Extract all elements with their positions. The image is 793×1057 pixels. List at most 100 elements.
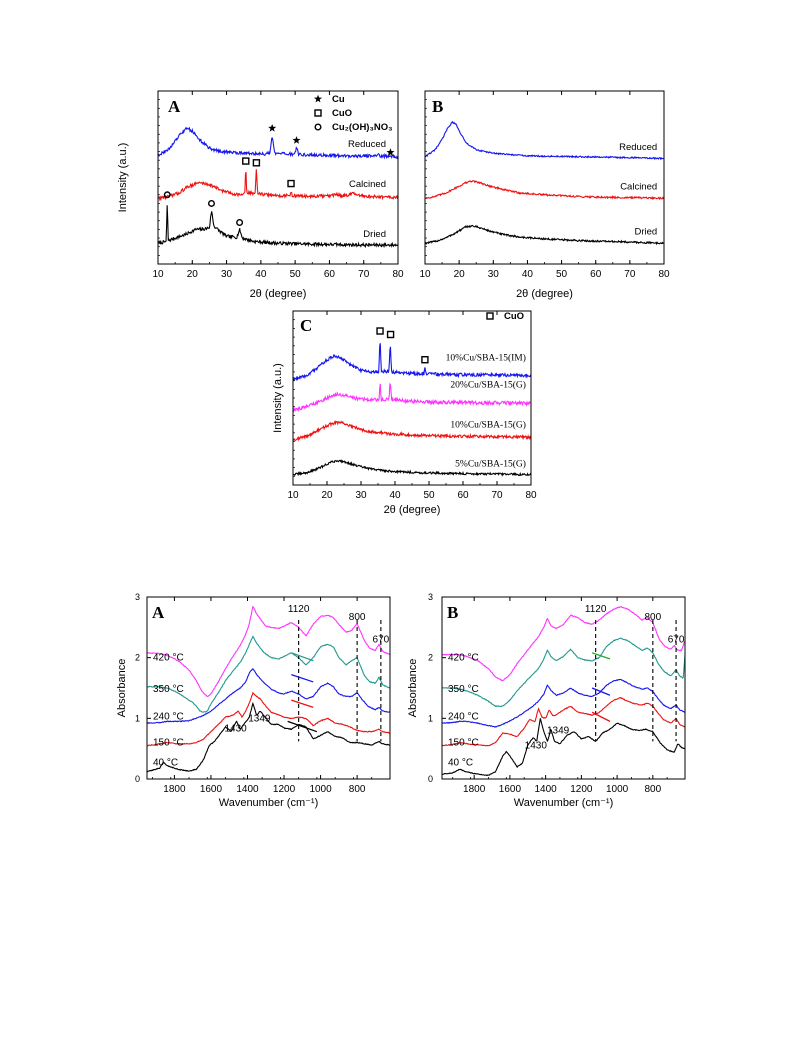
peak-marker-square xyxy=(421,356,429,364)
series-line-350-c xyxy=(442,637,685,708)
annotation-800: 800 xyxy=(644,612,661,623)
panel-label-c: C xyxy=(300,316,312,335)
series-label-420-c: 420 °C xyxy=(153,653,184,664)
series-line-calcined xyxy=(425,179,664,201)
y-tick-label: 1 xyxy=(428,713,433,723)
series-label-20-cu-sba-15-g: 20%Cu/SBA-15(G) xyxy=(450,380,525,391)
series-label-350-c: 350 °C xyxy=(448,684,479,695)
x-tick-label: 10 xyxy=(152,269,164,280)
x-tick-label: 70 xyxy=(491,490,503,501)
series-label-150-c: 150 °C xyxy=(153,738,184,749)
slope-mark xyxy=(591,687,611,696)
series-line-reduced xyxy=(425,120,664,161)
y-axis-title: Intensity (a.u.) xyxy=(117,143,129,213)
x-tick-label: 1400 xyxy=(236,784,259,795)
series-line-10-cu-sba-15-im xyxy=(293,343,531,382)
series-line-5-cu-sba-15-g xyxy=(293,459,531,477)
series-label-reduced: Reduced xyxy=(348,139,386,150)
y-axis-title: Absorbance xyxy=(116,659,128,718)
series-lines xyxy=(147,605,390,773)
series-lines xyxy=(293,343,531,477)
series-label-calcined: Calcined xyxy=(349,179,386,190)
series-lines xyxy=(425,120,664,246)
series-line-reduced xyxy=(158,126,398,160)
series-label-reduced: Reduced xyxy=(619,142,657,153)
y-tick-label: 1 xyxy=(135,713,140,723)
x-tick-label: 70 xyxy=(624,269,636,280)
y-tick-label: 0 xyxy=(135,774,140,784)
panel-label-a: A xyxy=(168,97,181,116)
slope-mark xyxy=(287,720,318,733)
peak-marker-circle xyxy=(236,218,244,226)
x-tick-label: 1600 xyxy=(499,784,522,795)
peak-marker-circle xyxy=(163,191,171,199)
series-label-350-c: 350 °C xyxy=(153,684,184,695)
x-tick-label: 30 xyxy=(488,269,500,280)
slope-mark xyxy=(591,711,611,722)
series-label-10-cu-sba-15-g: 10%Cu/SBA-15(G) xyxy=(450,420,525,431)
peak-marker-star xyxy=(386,148,395,156)
x-axis-title: 2θ (degree) xyxy=(384,504,441,516)
peak-marker-star xyxy=(268,123,277,132)
annotation-1430: 1430 xyxy=(224,724,247,735)
x-tick-label: 10 xyxy=(419,269,431,280)
panel-label-b: B xyxy=(432,97,443,116)
peak-marker-square xyxy=(376,327,384,335)
legend-label-cuo: CuO xyxy=(504,311,524,322)
x-tick-label: 40 xyxy=(389,490,401,501)
series-line-350-c xyxy=(147,635,390,713)
x-tick-label: 50 xyxy=(290,269,302,280)
peak-marker-square xyxy=(252,159,261,167)
x-tick-label: 1600 xyxy=(200,784,223,795)
y-tick-label: 3 xyxy=(135,592,140,602)
x-axis-title: 2θ (degree) xyxy=(250,288,307,300)
y-tick-label: 3 xyxy=(428,592,433,602)
peak-marker-square xyxy=(287,179,295,188)
x-tick-label: 1200 xyxy=(273,784,296,795)
chart-xrd-c: 5%Cu/SBA-15(G) 10%Cu/SBA-15(G) 20%Cu/SBA-1… xyxy=(272,310,537,516)
series-line-dried xyxy=(425,224,664,246)
x-tick-label: 20 xyxy=(321,490,333,501)
annotation-1120: 1120 xyxy=(288,604,310,615)
series-line-40-c xyxy=(442,718,685,777)
panel-label-b: B xyxy=(447,603,458,622)
x-axis-title: Wavenumber (cm⁻¹) xyxy=(219,797,319,809)
series-label-150-c: 150 °C xyxy=(448,738,479,749)
x-tick-label: 1800 xyxy=(463,784,486,795)
x-tick-label: 80 xyxy=(658,269,670,280)
x-tick-label: 1000 xyxy=(309,784,332,795)
peak-marker-circle xyxy=(207,199,215,207)
x-tick-label: 50 xyxy=(423,490,435,501)
annotation-1120: 1120 xyxy=(585,604,607,615)
x-tick-label: 40 xyxy=(522,269,534,280)
x-tick-label: 20 xyxy=(454,269,466,280)
x-tick-label: 40 xyxy=(255,269,267,280)
series-label-420-c: 420 °C xyxy=(448,653,479,664)
series-line-150-c xyxy=(147,691,390,747)
y-tick-label: 0 xyxy=(428,774,433,784)
peak-marker-square xyxy=(386,330,395,339)
x-tick-label: 20 xyxy=(187,269,199,280)
legend-label-cuo: CuO xyxy=(332,108,352,119)
x-tick-label: 60 xyxy=(324,269,336,280)
x-tick-label: 1400 xyxy=(535,784,558,795)
x-tick-label: 70 xyxy=(358,269,370,280)
plot-frame xyxy=(441,596,686,780)
plot-frame xyxy=(146,596,391,780)
annotation-670: 670 xyxy=(373,635,390,646)
annotation-1430: 1430 xyxy=(525,741,548,752)
x-tick-label: 1800 xyxy=(163,784,186,795)
series-label-240-c: 240 °C xyxy=(153,712,184,723)
legend-label-cu-oh-no: Cu₂(OH)₃NO₃ xyxy=(332,122,393,133)
series-line-240-c xyxy=(442,678,685,728)
chart-xrd-a: Dried Calcined Reduced 10 20 30 40 50 60 70 80 2θ (… xyxy=(117,90,404,300)
series-lines xyxy=(442,606,685,777)
slope-mark xyxy=(591,652,611,660)
peak-marker-star xyxy=(292,136,301,144)
series-line-240-c xyxy=(147,668,390,724)
x-tick-label: 80 xyxy=(392,269,404,280)
chart-ir-b: 40 °C 150 °C 240 °C 350 °C 420 °C 1120 800 670 1… xyxy=(407,592,686,809)
y-tick-label: 2 xyxy=(135,653,140,663)
